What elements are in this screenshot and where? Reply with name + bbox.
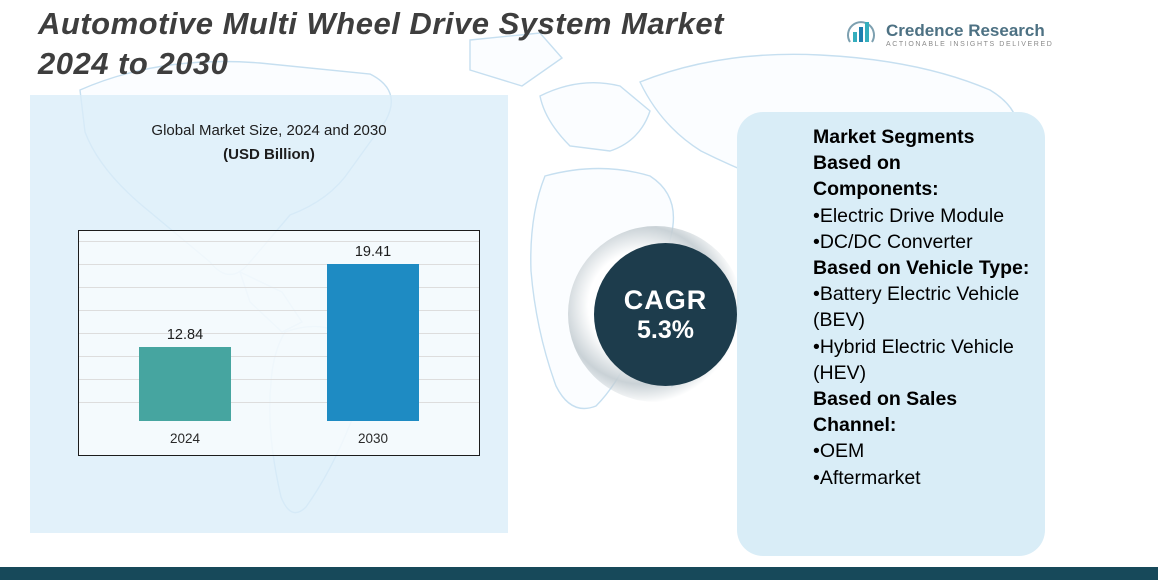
bar-chart: 12.84 2024 19.41 2030 — [78, 230, 480, 456]
chart-subtitle: (USD Billion) — [223, 146, 315, 163]
bar-column-2024: 12.84 2024 — [139, 231, 231, 455]
logo-text: Credence Research Actionable Insights De… — [886, 21, 1053, 48]
logo-name: Credence Research — [886, 21, 1045, 40]
bar-2024 — [139, 347, 231, 421]
bar-category-label-2030: 2030 — [357, 430, 389, 446]
chart-title: Global Market Size, 2024 and 2030 — [151, 122, 387, 139]
cagr-value: 5.3% — [637, 315, 694, 344]
bar-chart-logo-icon — [843, 14, 879, 55]
bar-column-2030: 19.41 2030 — [327, 231, 419, 455]
bar-category-label-2024: 2024 — [169, 430, 201, 446]
segments-heading-vehicle-type: Based on Vehicle Type: — [813, 257, 1030, 280]
page-title-line1: Automotive Multi Wheel Drive System Mark… — [38, 6, 724, 41]
logo-tagline: Actionable Insights Delivered — [886, 41, 1054, 48]
page-title-line2: 2024 to 2030 — [38, 46, 229, 81]
segment-item-bev: •Battery Electric Vehicle (BEV) — [813, 283, 1020, 332]
page-title: Automotive Multi Wheel Drive System Mark… — [38, 4, 724, 84]
bottom-accent-bar — [0, 567, 1158, 580]
segments-heading-sales-channel: Based on Sales Channel: — [813, 388, 958, 437]
cagr-label: CAGR — [623, 284, 708, 315]
segment-item-oem: •OEM — [813, 440, 865, 463]
bar-value-label-2030: 19.41 — [354, 243, 392, 260]
segment-item-electric-drive-module: •Electric Drive Module — [813, 204, 1005, 227]
market-segments-panel: Market Segments Based on Components: •El… — [737, 112, 1045, 556]
bar-value-label-2024: 12.84 — [166, 327, 204, 344]
cagr-badge: CAGR 5.3% — [594, 243, 737, 386]
segments-heading-components: Market Segments Based on Components: — [813, 126, 975, 201]
market-size-chart-panel: Global Market Size, 2024 and 2030 (USD B… — [30, 95, 508, 533]
segment-item-hev: •Hybrid Electric Vehicle (HEV) — [813, 335, 1014, 384]
bar-2030 — [327, 263, 419, 421]
segment-item-aftermarket: •Aftermarket — [813, 466, 921, 489]
chart-bars-row: 12.84 2024 19.41 2030 — [79, 231, 479, 455]
segment-item-dcdc-converter: •DC/DC Converter — [813, 230, 973, 253]
bar-plot-2024: 12.84 — [139, 231, 231, 421]
credence-research-logo: Credence Research Actionable Insights De… — [843, 14, 1053, 55]
bar-plot-2030: 19.41 — [327, 231, 419, 421]
